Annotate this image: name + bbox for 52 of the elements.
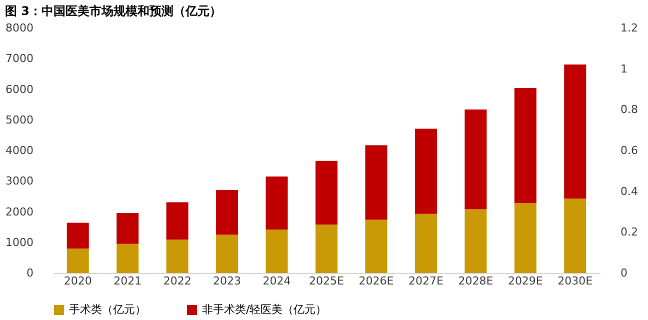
chart-title: 图 3：中国医美市场规模和预测（亿元） [5,4,222,18]
x-tick-label: 2026E [358,274,394,288]
bar [266,176,288,230]
bar [116,212,139,244]
x-tick-label: 2023 [213,274,242,288]
y2-tick-label: 0 [620,266,628,280]
bar [216,190,238,235]
x-tick-label: 2029E [508,274,543,288]
y-tick-label: 3000 [6,174,34,188]
bar [464,209,487,273]
x-tick-label: 2027E [408,274,444,288]
y-tick-label: 6000 [6,82,34,96]
x-tick-label: 2024 [262,274,291,288]
x-tick-label: 2028E [458,274,494,288]
bar [166,202,188,240]
y2-tick-label: 1.2 [620,22,638,34]
x-tick-label: 2021 [114,274,142,288]
bar [316,224,338,273]
legend-label: 手术类（亿元） [69,303,146,316]
bar [316,160,338,225]
bar [116,244,139,273]
y2-tick-label: 0.6 [620,144,638,157]
bar [564,64,586,199]
bar [166,240,188,273]
bar [514,203,536,273]
bar [414,214,437,273]
bar [266,230,288,273]
y-tick-label: 4000 [6,144,34,157]
x-tick-label: 2025E [309,274,344,288]
x-tick-label: 2022 [163,274,192,288]
x-tick-label: 2030E [558,274,593,288]
bar [365,145,388,220]
bar [216,234,238,273]
bar [66,248,89,273]
y2-tick-label: 1 [620,62,628,76]
y-tick-label: 1000 [6,236,34,249]
bar [514,88,536,204]
y2-tick-label: 0.2 [620,226,638,239]
y-tick-label: 2000 [6,205,34,218]
bar [464,109,487,210]
bar [414,128,437,214]
y-tick-label: 0 [26,266,34,280]
x-tick-label: 2020 [64,274,92,288]
y-tick-label: 8000 [6,22,34,34]
y-tick-label: 5000 [6,113,34,126]
bar [365,220,388,273]
bar [564,198,586,273]
y2-tick-label: 0.4 [620,184,638,198]
bar [66,222,89,248]
y-tick-label: 7000 [6,52,34,66]
y2-tick-label: 0.8 [620,103,638,116]
legend-label: 非手术类/轻医美（亿元） [202,303,327,316]
